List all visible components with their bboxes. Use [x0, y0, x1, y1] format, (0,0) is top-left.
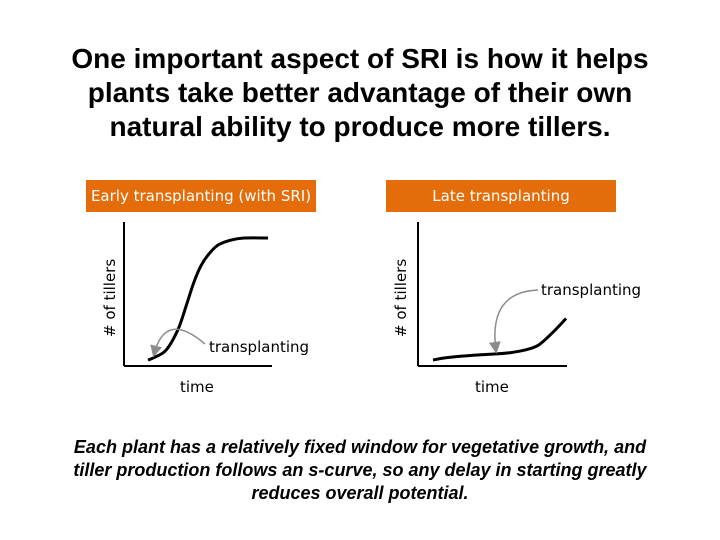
early-chart-title: Early transplanting (with SRI) [86, 180, 316, 212]
early-transplanting-label: transplanting [209, 338, 309, 356]
slide-title: One important aspect of SRI is how it he… [71, 43, 649, 142]
late-x-axis-label: time [475, 378, 509, 396]
late-y-axis-label: # of tillers [392, 259, 410, 337]
late-transplanting-arrow [488, 289, 539, 354]
early-s-curve [147, 236, 269, 362]
late-chart-title: Late transplanting [386, 180, 616, 212]
footer-caption: Each plant has a relatively fixed window… [73, 437, 647, 503]
late-s-curve [432, 317, 568, 362]
early-x-axis-label: time [180, 378, 214, 396]
early-transplanting-arrow [150, 328, 206, 358]
early-y-axis-label: # of tillers [101, 259, 119, 337]
late-transplanting-label: transplanting [541, 281, 641, 299]
